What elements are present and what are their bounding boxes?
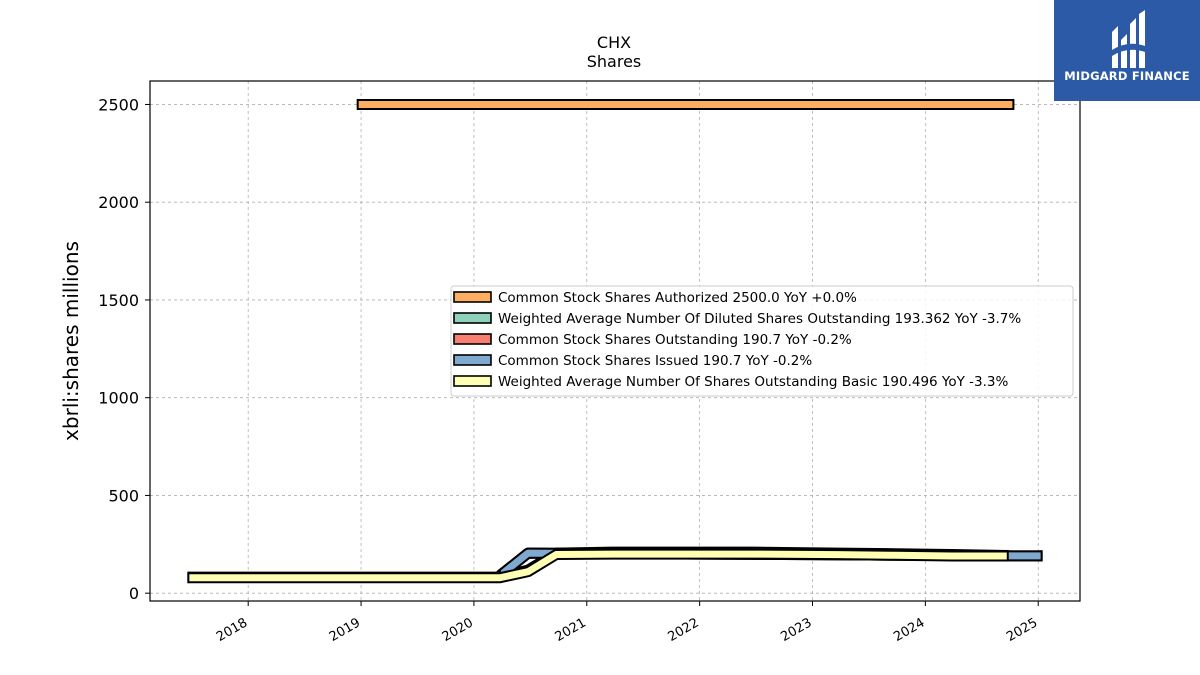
x-tick-label: 2024 xyxy=(891,615,927,645)
x-tick-label: 2021 xyxy=(553,615,589,645)
legend-item: Weighted Average Number Of Shares Outsta… xyxy=(453,374,1009,390)
x-tick-label: 2018 xyxy=(214,615,250,645)
legend-swatch xyxy=(453,333,492,345)
legend-label: Common Stock Shares Authorized 2500.0 Yo… xyxy=(498,290,857,306)
legend-swatch xyxy=(453,312,492,324)
y-tick-label: 2500 xyxy=(98,95,139,114)
series-5 xyxy=(187,548,1009,584)
y-tick-label: 2000 xyxy=(98,193,139,212)
legend-item: Weighted Average Number Of Diluted Share… xyxy=(453,311,1021,327)
series-layer xyxy=(187,98,1043,584)
legend-label: Common Stock Shares Outstanding 190.7 Yo… xyxy=(498,332,852,348)
x-tick-label: 2020 xyxy=(440,615,476,645)
x-tick-label: 2022 xyxy=(665,615,701,645)
legend-box xyxy=(450,285,1074,397)
legend-item: Common Stock Shares Authorized 2500.0 Yo… xyxy=(453,290,857,306)
y-tick-label: 500 xyxy=(108,486,139,505)
x-axis: 2018 2019 2020 2021 2022 2023 2024 2025 xyxy=(214,601,1040,645)
series-line xyxy=(188,550,1008,582)
legend-label: Weighted Average Number Of Shares Outsta… xyxy=(498,374,1009,390)
x-tick-label: 2023 xyxy=(778,615,814,645)
y-tick-label: 1500 xyxy=(98,291,139,310)
legend-item: Common Stock Shares Issued 190.7 YoY -0.… xyxy=(453,353,812,369)
logo-mark-icon xyxy=(1112,10,1145,68)
legend: Common Stock Shares Authorized 2500.0 Yo… xyxy=(450,285,1074,397)
series-1 xyxy=(356,98,1015,110)
legend-item: Common Stock Shares Outstanding 190.7 Yo… xyxy=(453,332,852,348)
y-tick-label: 0 xyxy=(129,584,139,603)
legend-swatch xyxy=(453,354,492,366)
chart-title: CHX xyxy=(597,33,631,52)
x-tick-label: 2025 xyxy=(1004,615,1040,645)
plot-area-frame xyxy=(149,80,1081,602)
legend-swatch xyxy=(453,291,492,303)
x-tick-label: 2019 xyxy=(327,615,363,645)
y-tick-label: 1000 xyxy=(98,389,139,408)
legend-swatch xyxy=(453,375,492,387)
midgard-finance-logo: MIDGARD FINANCE xyxy=(1054,0,1200,101)
logo-text: MIDGARD FINANCE xyxy=(1064,69,1190,83)
chart-subtitle: Shares xyxy=(587,52,642,71)
y-axis: 0 500 1000 1500 2000 2500 xyxy=(98,95,150,603)
legend-label: Weighted Average Number Of Diluted Share… xyxy=(498,311,1021,327)
y-axis-label: xbrli:shares millions xyxy=(59,241,83,441)
legend-label: Common Stock Shares Issued 190.7 YoY -0.… xyxy=(498,353,812,369)
